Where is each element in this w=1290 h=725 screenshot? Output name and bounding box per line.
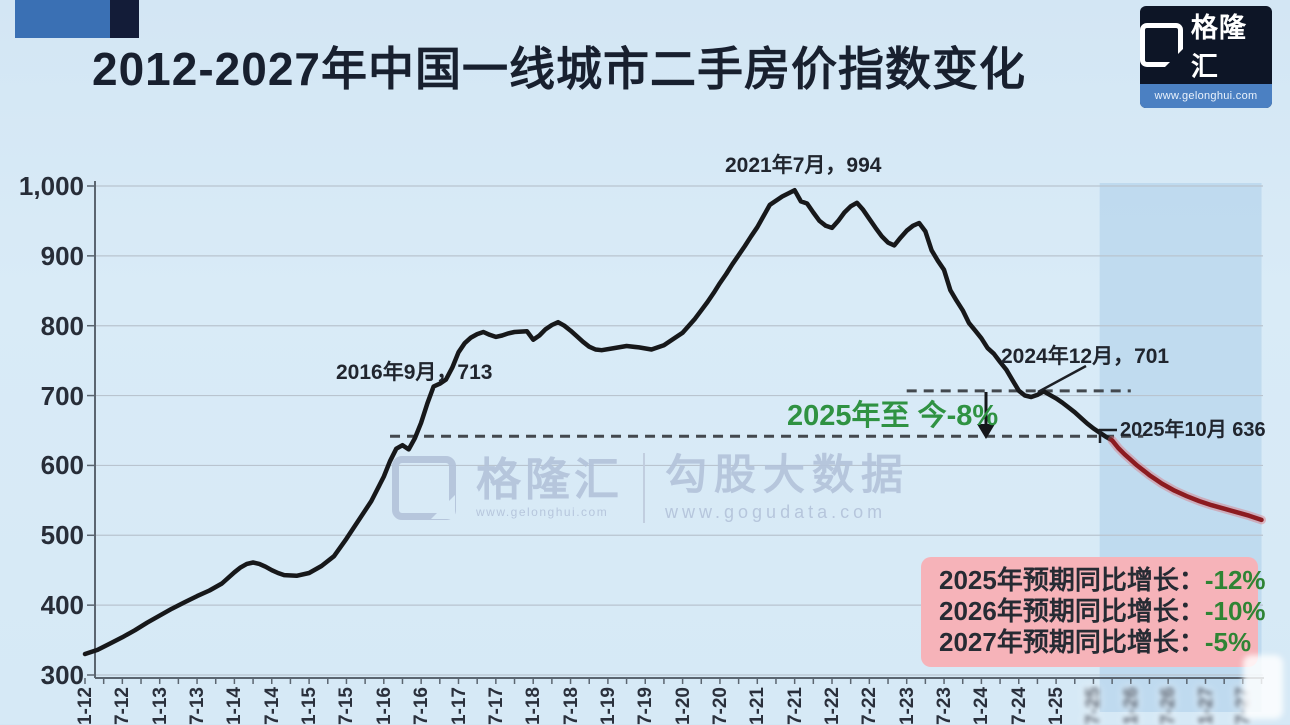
series-glow-forecast	[1107, 435, 1266, 525]
forecast-row: 2027年预期同比增长：-5%	[939, 627, 1258, 658]
forecast-row-label: 2025年预期同比增长：	[939, 565, 1205, 595]
annotation-2024: 2024年12月，701	[1001, 345, 1170, 368]
y-axis-label: 900	[40, 240, 84, 271]
watermark-brand: 格隆汇 www.gelonghui.com	[476, 453, 624, 520]
x-axis-label: 1-18	[523, 687, 545, 725]
y-axis-label: 400	[40, 590, 84, 621]
x-axis-label: 1-20	[672, 687, 694, 725]
x-axis-label: 1-13	[149, 687, 171, 725]
x-axis-label: 7-15	[336, 687, 358, 725]
x-axis-label: 1-12	[75, 687, 96, 725]
x-axis-label: 1-27	[1195, 687, 1217, 725]
forecast-row-value: -10%	[1204, 596, 1266, 626]
decorative-navy-rect	[110, 0, 139, 38]
decorative-blue-rect	[15, 0, 110, 38]
logo-main: 格隆汇	[1140, 6, 1272, 84]
annotation-2025-oct: 2025年10月 636	[1120, 419, 1266, 441]
x-axis-label: 7-17	[485, 687, 507, 725]
annotation-2025-drop: 2025年至 今-8%	[787, 400, 999, 432]
x-axis-label: 1-21	[747, 687, 769, 725]
x-axis-label: 7-23	[934, 687, 956, 725]
logo-name: 格隆汇	[1190, 13, 1247, 82]
watermark-g-icon	[392, 455, 456, 520]
x-axis-label: 7-26	[1158, 687, 1180, 725]
forecast-row: 2025年预期同比增长：-12%	[939, 565, 1266, 596]
x-axis-label: 1-25	[1046, 687, 1068, 725]
x-axis-label: 7-20	[709, 687, 731, 725]
forecast-row-label: 2027年预期同比增长：	[939, 627, 1205, 657]
forecast-row-value: -5%	[1204, 627, 1252, 657]
x-axis-label: 7-16	[411, 687, 433, 725]
x-axis-label: 1-23	[896, 687, 918, 725]
logo-url: www.gelonghui.com	[1140, 84, 1272, 108]
y-axis-label: 800	[40, 310, 84, 341]
x-axis-label: 1-22	[822, 687, 843, 725]
y-axis-label: 500	[40, 520, 84, 551]
annotation-peak-2021: 2021年7月，994	[725, 154, 882, 177]
y-axis-label: 300	[40, 660, 84, 690]
watermark-brand-url: www.gelonghui.com	[476, 505, 609, 520]
logo-g-notch	[1164, 49, 1183, 67]
x-axis-label: 7-14	[261, 687, 283, 725]
x-axis-label: 7-19	[635, 687, 657, 725]
forecast-row: 2026年预期同比增长：-10%	[939, 596, 1266, 627]
x-axis-label: 1-26	[1120, 687, 1142, 725]
annotation-2016: 2016年9月，713	[336, 361, 493, 384]
forecast-rows: 2025年预期同比增长：-12% 2026年预期同比增长：-10% 2027年预期同…	[939, 565, 1266, 658]
x-axis-label: 1-24	[971, 687, 993, 725]
bracket-636	[1098, 428, 1117, 443]
watermark-partner-url: www.gogudata.com	[665, 502, 887, 523]
label-blur-smudge	[1243, 655, 1283, 719]
watermark-divider	[643, 452, 646, 523]
x-axis-label: 1-15	[299, 687, 321, 725]
page-title: 2012-2027年中国一线城市二手房价指数变化	[92, 43, 1026, 95]
watermark-partner: 勾股大数据 www.gogudata.com	[665, 451, 911, 523]
watermark: 格隆汇 www.gelonghui.com 勾股大数据 www.gogudata…	[392, 451, 911, 523]
watermark-partner-name: 勾股大数据	[665, 451, 911, 498]
x-axis-label: 7-25	[1083, 687, 1105, 725]
logo-g-icon	[1140, 23, 1183, 67]
watermark-g-notch	[431, 494, 455, 519]
gelonghui-logo: 格隆汇 www.gelonghui.com	[1140, 6, 1272, 108]
series-line-forecast	[1109, 438, 1264, 523]
y-axis-label: 700	[40, 380, 84, 411]
x-axis-label: 1-14	[224, 687, 246, 725]
x-axis-label: 7-21	[784, 687, 806, 725]
y-axis-label: 600	[40, 450, 84, 481]
forecast-expectations-box: 2025年预期同比增长：-12% 2026年预期同比增长：-10% 2027年预期同…	[921, 557, 1266, 667]
x-axis-label: 7-12	[112, 687, 134, 725]
forecast-row-value: -12%	[1204, 565, 1266, 595]
x-axis-label: 7-13	[187, 687, 209, 725]
x-axis-label: 7-24	[1008, 687, 1030, 725]
y-axis-label: 1,000	[18, 171, 84, 201]
x-axis-label: 1-19	[597, 687, 619, 725]
x-axis-label: 7-18	[560, 687, 582, 725]
watermark-brand-name: 格隆汇	[476, 453, 624, 505]
x-axis-label: 1-16	[373, 687, 395, 725]
x-axis-label: 7-22	[859, 687, 881, 725]
forecast-row-label: 2026年预期同比增长：	[939, 596, 1205, 626]
x-axis-label: 1-17	[448, 687, 470, 725]
